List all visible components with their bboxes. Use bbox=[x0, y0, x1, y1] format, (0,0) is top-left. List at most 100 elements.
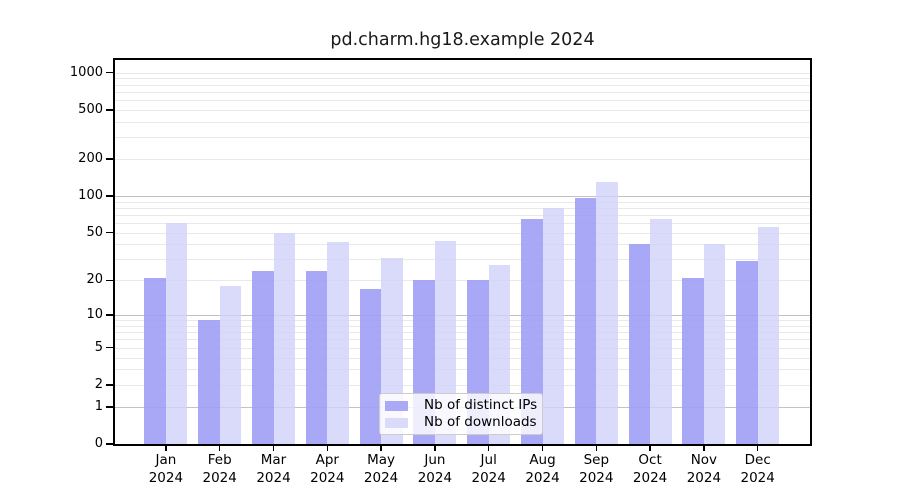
bar-distinct-ips-feb bbox=[198, 320, 220, 444]
x-tick-month: Mar bbox=[260, 452, 287, 468]
x-tick-year: 2024 bbox=[310, 469, 345, 486]
x-tick-year: 2024 bbox=[202, 469, 237, 486]
y-tick-mark bbox=[106, 279, 113, 282]
gridline-90 bbox=[115, 201, 810, 203]
gridline-80 bbox=[115, 207, 810, 209]
bar-distinct-ips-mar bbox=[252, 271, 274, 444]
x-tick-label-sep: Sep 2024 bbox=[556, 452, 636, 487]
gridline-6 bbox=[115, 339, 810, 341]
gridline-400 bbox=[115, 121, 810, 123]
gridline-7 bbox=[115, 332, 810, 334]
gridline-900 bbox=[115, 78, 810, 80]
x-tick-mark-mar bbox=[272, 446, 275, 451]
plot-area: Nb of distinct IPs Nb of downloads bbox=[113, 58, 812, 446]
bar-downloads-aug bbox=[542, 207, 564, 444]
legend-entry-downloads: Nb of downloads bbox=[380, 414, 542, 431]
y-tick-label-20: 20 bbox=[86, 272, 103, 288]
gridline-30 bbox=[115, 259, 810, 261]
y-tick-label-0: 0 bbox=[94, 436, 103, 451]
legend-label: Nb of downloads bbox=[424, 414, 537, 430]
x-tick-mark-dec bbox=[756, 446, 759, 451]
gridline-1000 bbox=[115, 72, 810, 74]
x-tick-year: 2024 bbox=[525, 469, 560, 486]
x-tick-year: 2024 bbox=[471, 469, 506, 486]
y-tick-label-200: 200 bbox=[78, 150, 103, 166]
y-tick-label-1: 1 bbox=[94, 398, 103, 414]
bar-distinct-ips-jan bbox=[144, 277, 166, 444]
y-tick-label-1000: 1000 bbox=[69, 64, 103, 80]
x-tick-label-aug: Aug 2024 bbox=[503, 452, 583, 487]
bar-distinct-ips-sep bbox=[574, 197, 597, 444]
y-tick-mark bbox=[106, 443, 113, 445]
x-tick-month: Apr bbox=[315, 452, 339, 468]
y-tick-label-10: 10 bbox=[86, 307, 103, 323]
y-tick-mark bbox=[106, 158, 113, 160]
x-tick-month: Aug bbox=[529, 452, 556, 468]
gridline-300 bbox=[115, 137, 810, 139]
x-tick-label-feb: Feb 2024 bbox=[180, 452, 260, 487]
x-tick-month: Feb bbox=[207, 452, 232, 468]
x-tick-label-jan: Jan 2024 bbox=[126, 452, 206, 487]
x-tick-year: 2024 bbox=[686, 469, 722, 486]
x-tick-month: Jul bbox=[480, 452, 497, 468]
y-tick-mark bbox=[106, 195, 113, 197]
gridline-3 bbox=[115, 369, 810, 371]
gridline-200 bbox=[115, 158, 810, 160]
x-tick-label-nov: Nov 2024 bbox=[664, 452, 744, 487]
gridline-70 bbox=[115, 214, 810, 216]
x-tick-label-may: May 2024 bbox=[341, 452, 421, 487]
x-tick-month: Oct bbox=[638, 452, 662, 468]
legend-swatch-icon bbox=[385, 400, 408, 411]
bar-downloads-jan bbox=[165, 223, 188, 444]
gridline-4 bbox=[115, 357, 810, 359]
y-tick-mark bbox=[106, 384, 113, 386]
x-tick-mark-jul bbox=[487, 446, 490, 451]
legend-swatch-icon bbox=[385, 417, 408, 428]
gridline-500 bbox=[115, 109, 810, 111]
x-tick-label-jul: Jul 2024 bbox=[449, 452, 529, 487]
x-tick-label-oct: Oct 2024 bbox=[610, 452, 690, 487]
gridline-700 bbox=[115, 91, 810, 93]
y-tick-mark bbox=[106, 314, 113, 316]
y-tick-mark bbox=[106, 346, 113, 349]
x-tick-mark-oct bbox=[649, 446, 651, 451]
x-tick-year: 2024 bbox=[148, 469, 184, 486]
bar-distinct-ips-may bbox=[359, 288, 382, 444]
gridline-100 bbox=[115, 195, 810, 197]
x-tick-mark-sep bbox=[595, 446, 598, 451]
y-tick-mark bbox=[106, 71, 113, 74]
x-tick-month: Nov bbox=[690, 452, 718, 468]
x-tick-month: Sep bbox=[583, 452, 610, 468]
x-tick-mark-may bbox=[380, 446, 382, 451]
gridline-8 bbox=[115, 325, 810, 327]
x-tick-month: May bbox=[367, 452, 396, 468]
y-tick-label-2: 2 bbox=[94, 376, 103, 392]
y-tick-mark bbox=[106, 405, 113, 408]
bar-distinct-ips-nov bbox=[682, 277, 704, 444]
legend: Nb of distinct IPs Nb of downloads bbox=[379, 393, 543, 435]
gridline-9 bbox=[115, 320, 810, 322]
legend-label: Nb of distinct IPs bbox=[424, 397, 538, 413]
gridline-600 bbox=[115, 100, 810, 102]
chart-title: pd.charm.hg18.example 2024 bbox=[330, 30, 595, 50]
y-tick-mark bbox=[106, 231, 113, 234]
y-tick-mark bbox=[106, 109, 113, 111]
gridline-800 bbox=[115, 84, 810, 86]
bar-downloads-sep bbox=[596, 182, 618, 444]
gridline-60 bbox=[115, 223, 810, 225]
y-tick-label-100: 100 bbox=[78, 187, 103, 203]
x-tick-month: Jan bbox=[155, 452, 177, 468]
x-tick-mark-jan bbox=[165, 446, 167, 451]
bar-distinct-ips-oct bbox=[628, 244, 651, 444]
x-tick-mark-aug bbox=[541, 446, 544, 451]
gridline-10 bbox=[115, 315, 810, 317]
x-tick-month: Dec bbox=[744, 452, 771, 468]
gridline-50 bbox=[115, 232, 810, 234]
x-tick-month: Jun bbox=[424, 452, 446, 468]
x-tick-label-mar: Mar 2024 bbox=[234, 452, 314, 487]
bar-downloads-apr bbox=[327, 241, 349, 444]
y-tick-label-50: 50 bbox=[86, 224, 103, 240]
gridline-20 bbox=[115, 280, 810, 282]
x-tick-year: 2024 bbox=[579, 469, 614, 486]
